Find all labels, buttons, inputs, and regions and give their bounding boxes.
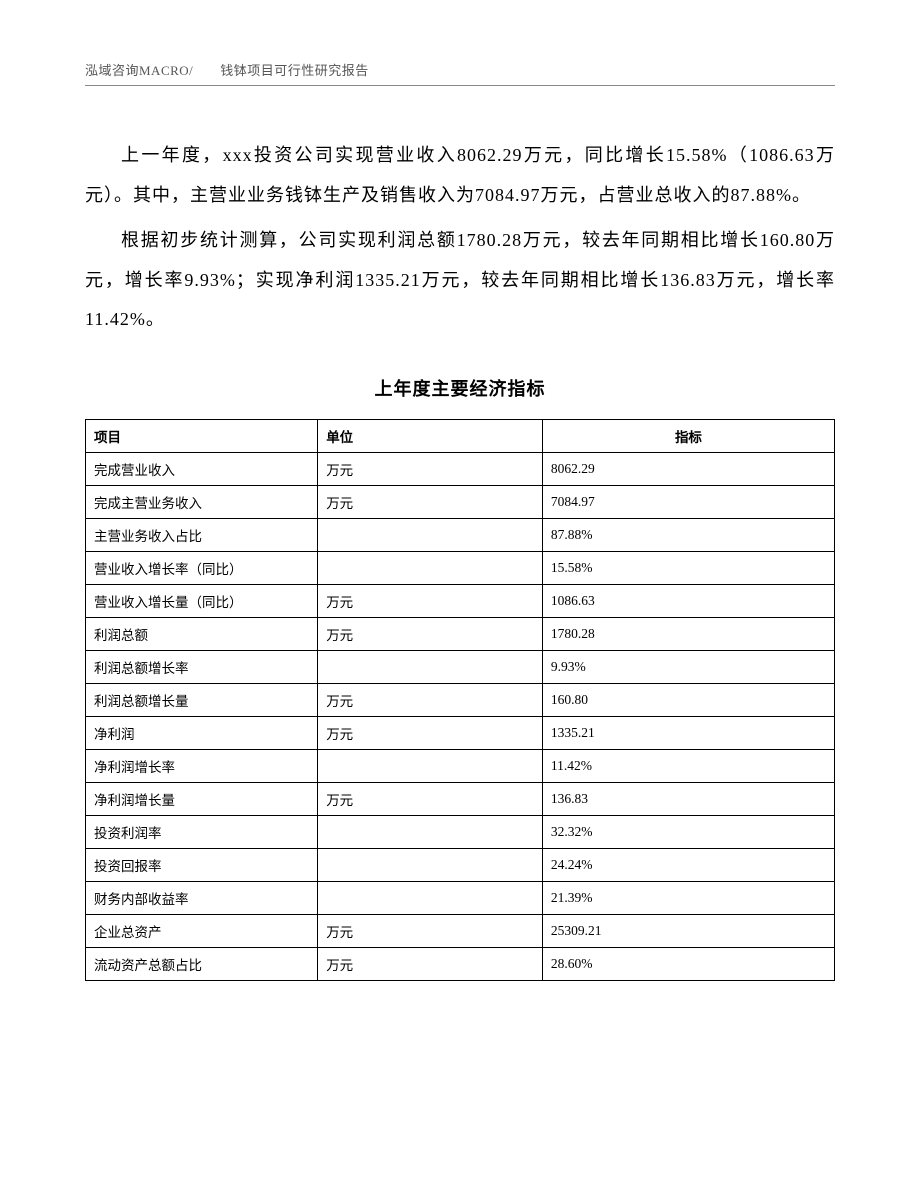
cell-unit: 万元	[318, 914, 543, 947]
cell-unit: 万元	[318, 947, 543, 980]
cell-item: 完成营业收入	[86, 452, 318, 485]
cell-item: 流动资产总额占比	[86, 947, 318, 980]
cell-item: 企业总资产	[86, 914, 318, 947]
table-row: 主营业务收入占比 87.88%	[86, 518, 835, 551]
cell-unit: 万元	[318, 617, 543, 650]
table-header-row: 项目 单位 指标	[86, 419, 835, 452]
cell-unit	[318, 650, 543, 683]
cell-item: 净利润增长率	[86, 749, 318, 782]
cell-unit	[318, 881, 543, 914]
page-header: 泓域咨询MACRO/ 钱钵项目可行性研究报告	[85, 60, 835, 79]
cell-item: 主营业务收入占比	[86, 518, 318, 551]
cell-item: 净利润增长量	[86, 782, 318, 815]
paragraph-1: 上一年度，xxx投资公司实现营业收入8062.29万元，同比增长15.58%（1…	[85, 136, 835, 215]
cell-value: 7084.97	[542, 485, 834, 518]
cell-unit	[318, 848, 543, 881]
cell-item: 投资回报率	[86, 848, 318, 881]
cell-unit	[318, 518, 543, 551]
table-row: 营业收入增长率（同比） 15.58%	[86, 551, 835, 584]
table-row: 完成营业收入 万元 8062.29	[86, 452, 835, 485]
cell-item: 财务内部收益率	[86, 881, 318, 914]
cell-unit: 万元	[318, 782, 543, 815]
table-row: 利润总额增长量 万元 160.80	[86, 683, 835, 716]
table-row: 投资回报率 24.24%	[86, 848, 835, 881]
cell-item: 投资利润率	[86, 815, 318, 848]
cell-value: 1086.63	[542, 584, 834, 617]
cell-value: 25309.21	[542, 914, 834, 947]
cell-unit	[318, 749, 543, 782]
table-row: 企业总资产 万元 25309.21	[86, 914, 835, 947]
paragraph-2: 根据初步统计测算，公司实现利润总额1780.28万元，较去年同期相比增长160.…	[85, 221, 835, 340]
table-row: 完成主营业务收入 万元 7084.97	[86, 485, 835, 518]
cell-value: 8062.29	[542, 452, 834, 485]
cell-value: 15.58%	[542, 551, 834, 584]
table-row: 净利润增长量 万元 136.83	[86, 782, 835, 815]
cell-unit: 万元	[318, 485, 543, 518]
cell-value: 9.93%	[542, 650, 834, 683]
col-header-value: 指标	[542, 419, 834, 452]
col-header-item: 项目	[86, 419, 318, 452]
cell-item: 营业收入增长量（同比）	[86, 584, 318, 617]
table-row: 利润总额 万元 1780.28	[86, 617, 835, 650]
cell-unit	[318, 815, 543, 848]
cell-item: 营业收入增长率（同比）	[86, 551, 318, 584]
table-row: 净利润 万元 1335.21	[86, 716, 835, 749]
cell-unit: 万元	[318, 683, 543, 716]
cell-value: 24.24%	[542, 848, 834, 881]
table-title: 上年度主要经济指标	[85, 375, 835, 401]
cell-value: 1780.28	[542, 617, 834, 650]
cell-value: 32.32%	[542, 815, 834, 848]
cell-unit	[318, 551, 543, 584]
table-row: 投资利润率 32.32%	[86, 815, 835, 848]
cell-value: 28.60%	[542, 947, 834, 980]
header-divider	[85, 85, 835, 86]
table-row: 财务内部收益率 21.39%	[86, 881, 835, 914]
cell-item: 利润总额增长量	[86, 683, 318, 716]
economic-indicators-table: 项目 单位 指标 完成营业收入 万元 8062.29 完成主营业务收入 万元 7…	[85, 419, 835, 981]
cell-item: 完成主营业务收入	[86, 485, 318, 518]
cell-value: 136.83	[542, 782, 834, 815]
table-row: 营业收入增长量（同比） 万元 1086.63	[86, 584, 835, 617]
col-header-unit: 单位	[318, 419, 543, 452]
cell-value: 1335.21	[542, 716, 834, 749]
cell-item: 利润总额增长率	[86, 650, 318, 683]
table-row: 流动资产总额占比 万元 28.60%	[86, 947, 835, 980]
table-row: 净利润增长率 11.42%	[86, 749, 835, 782]
cell-unit: 万元	[318, 716, 543, 749]
cell-value: 11.42%	[542, 749, 834, 782]
cell-item: 净利润	[86, 716, 318, 749]
cell-unit: 万元	[318, 584, 543, 617]
cell-item: 利润总额	[86, 617, 318, 650]
table-row: 利润总额增长率 9.93%	[86, 650, 835, 683]
cell-unit: 万元	[318, 452, 543, 485]
cell-value: 160.80	[542, 683, 834, 716]
cell-value: 87.88%	[542, 518, 834, 551]
cell-value: 21.39%	[542, 881, 834, 914]
